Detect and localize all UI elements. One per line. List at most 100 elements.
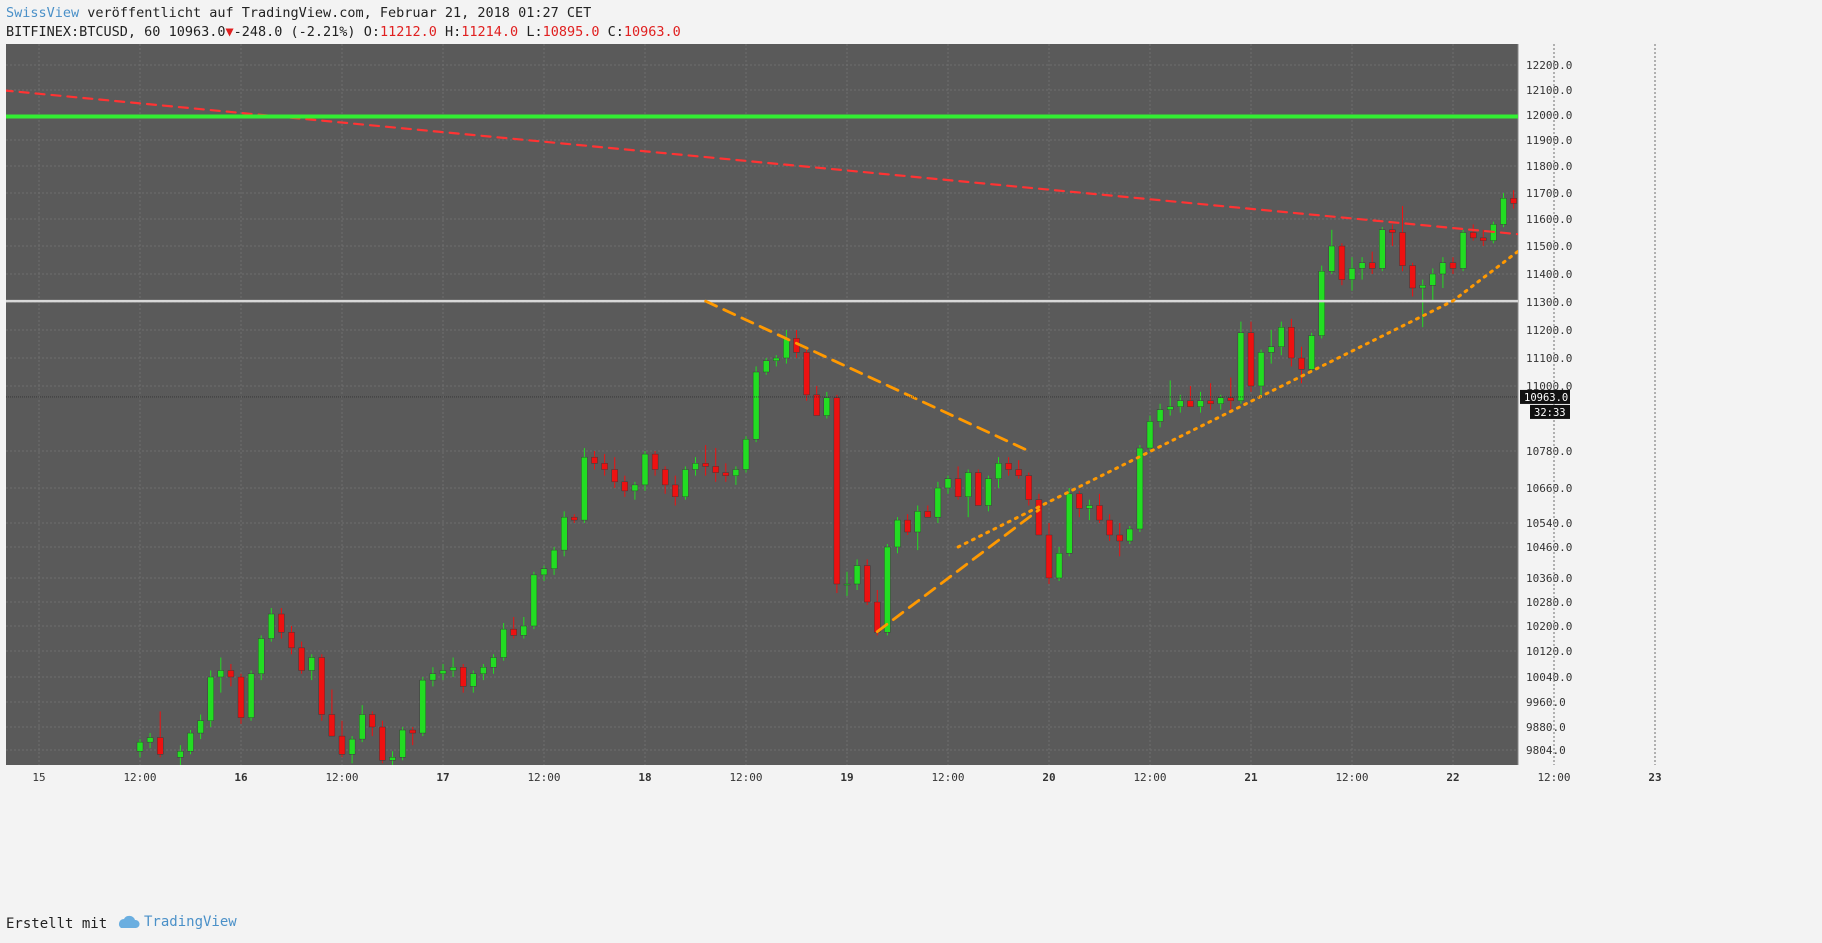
publisher-link[interactable]: SwissView <box>6 5 80 21</box>
down-arrow-icon: ▼ <box>225 24 234 40</box>
candle-down <box>712 466 719 473</box>
candle-up <box>894 519 901 548</box>
y-tick-label: 10540.0 <box>1526 517 1572 530</box>
candle-down <box>318 657 325 715</box>
candle-up <box>692 463 699 470</box>
candle-up <box>1197 400 1204 407</box>
candle-down <box>651 453 659 470</box>
candle-up <box>934 487 942 518</box>
candle-up <box>540 568 548 576</box>
footer: Erstellt mit TradingView <box>0 906 1822 943</box>
candle-down <box>803 352 810 396</box>
candle-up <box>1379 229 1386 269</box>
candle-down <box>954 478 962 497</box>
candle-down <box>1116 534 1123 542</box>
candle-up <box>429 673 437 681</box>
candle-down <box>510 628 517 636</box>
candle-down <box>833 397 841 585</box>
candle-up <box>773 357 780 361</box>
candle-down <box>1035 499 1043 536</box>
candle-up <box>1439 262 1447 275</box>
y-tick-label: 9880.0 <box>1526 721 1566 734</box>
candle-down <box>298 647 305 671</box>
candle-up <box>439 670 447 674</box>
x-tick-label: 22 <box>1446 771 1459 784</box>
candle-up <box>823 397 830 416</box>
candle-up <box>1146 421 1154 449</box>
candle-up <box>1459 232 1467 269</box>
y-tick-label: 11900.0 <box>1526 134 1572 147</box>
x-tick-label: 12:00 <box>931 771 964 784</box>
candle-down <box>1389 229 1396 233</box>
y-tick-label: 11500.0 <box>1526 240 1572 253</box>
candle-up <box>682 469 689 497</box>
x-tick-label: 12:00 <box>1335 771 1368 784</box>
candle-down <box>1368 262 1376 269</box>
y-tick-label: 10360.0 <box>1526 572 1572 585</box>
candle-up <box>1308 335 1315 370</box>
publication-info: SwissView veröffentlicht auf TradingView… <box>6 5 591 21</box>
candle-down <box>1480 237 1487 241</box>
candle-up <box>550 549 558 569</box>
candle-up <box>177 751 184 758</box>
symbol-info: BITFINEX:BTCUSD, 60 10963.0▼-248.0 (-2.2… <box>6 24 681 40</box>
x-tick-label: 18 <box>638 771 651 784</box>
candle-up <box>1136 447 1144 530</box>
candle-down <box>874 601 881 633</box>
y-tick-label: 9960.0 <box>1526 696 1566 709</box>
close-label: C: <box>607 24 624 40</box>
candle-up <box>348 738 356 755</box>
candle-up <box>752 371 760 440</box>
candle-up <box>1217 397 1224 404</box>
x-tick-label: 12:00 <box>527 771 560 784</box>
candle-up <box>480 667 487 674</box>
open-label: O: <box>363 24 380 40</box>
candle-up <box>308 657 315 671</box>
candle-up <box>1348 268 1356 280</box>
high-label: H: <box>445 24 462 40</box>
candle-down <box>1106 519 1113 536</box>
y-tick-label: 11300.0 <box>1526 296 1572 309</box>
y-tick-label: 10660.0 <box>1526 482 1572 495</box>
x-tick-label: 12:00 <box>729 771 762 784</box>
last-price-label: 10963.0 <box>1524 392 1568 404</box>
candle-up <box>1429 273 1437 286</box>
candle-down <box>156 737 164 755</box>
candle-up <box>1156 409 1164 422</box>
y-tick-label: 10040.0 <box>1526 671 1572 684</box>
y-tick-label: 11200.0 <box>1526 324 1572 337</box>
y-tick-label: 10780.0 <box>1526 445 1572 458</box>
candle-up <box>389 757 396 761</box>
candle-up <box>1177 400 1184 407</box>
candle-down <box>1187 400 1194 407</box>
x-tick-label: 16 <box>234 771 248 784</box>
candle-down <box>1025 475 1033 500</box>
x-tick-label: 21 <box>1244 771 1258 784</box>
candle-down <box>662 469 669 486</box>
price-chart[interactable]: 12200.0 12100.0 12000.0 11900.0 11800.0 11700… <box>0 44 1822 906</box>
candle-up <box>1358 262 1366 269</box>
candle-down <box>237 676 245 718</box>
candle-down <box>1076 493 1083 509</box>
candle-up <box>1237 332 1245 401</box>
candle-up <box>1278 327 1285 348</box>
y-tick-label: 11700.0 <box>1526 187 1572 200</box>
candle-up <box>268 613 275 639</box>
candle-down <box>1096 505 1103 521</box>
y-tick-label: 12200.0 <box>1526 59 1572 72</box>
y-tick-label: 10200.0 <box>1526 620 1572 633</box>
published-text: veröffentlicht auf TradingView.com, Febr… <box>87 5 592 21</box>
candle-up <box>581 456 588 521</box>
made-with-text: Erstellt mit <box>6 916 108 932</box>
tradingview-link[interactable]: TradingView <box>116 914 237 930</box>
y-tick-label: 11800.0 <box>1526 160 1572 173</box>
candle-up <box>1065 493 1073 554</box>
countdown-label: 32:33 <box>1534 407 1566 419</box>
candle-up <box>207 676 214 721</box>
x-tick-label: 20 <box>1042 771 1055 784</box>
candle-down <box>369 714 376 728</box>
y-tick-label: 12100.0 <box>1526 84 1572 97</box>
y-tick-label: 11100.0 <box>1526 352 1572 365</box>
x-tick-label: 12:00 <box>1133 771 1166 784</box>
candle-down <box>924 511 931 518</box>
